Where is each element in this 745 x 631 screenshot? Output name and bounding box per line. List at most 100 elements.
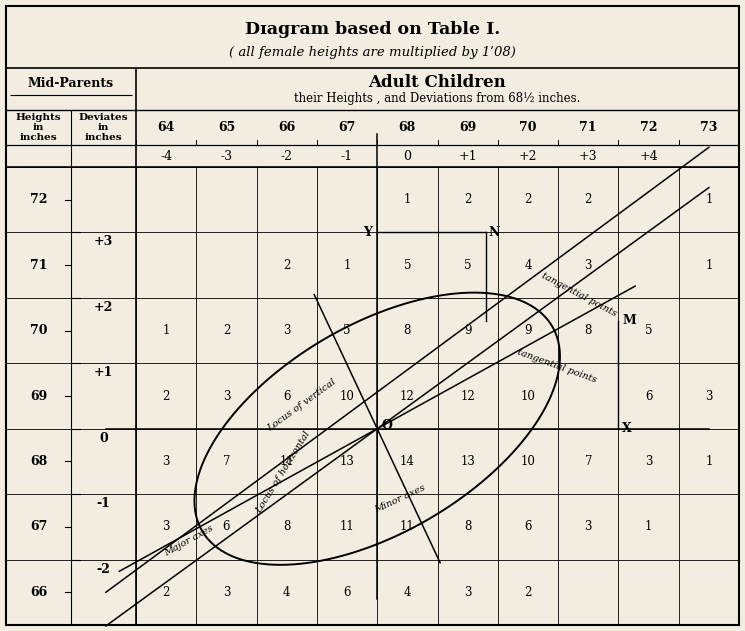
- Text: Locus of horizontal: Locus of horizontal: [254, 430, 311, 515]
- Text: 4: 4: [404, 586, 411, 599]
- Text: 12: 12: [400, 389, 415, 403]
- Text: Y: Y: [364, 226, 372, 239]
- Text: 9: 9: [464, 324, 472, 337]
- Text: tangential points: tangential points: [540, 271, 618, 318]
- Text: -1: -1: [97, 497, 110, 510]
- Text: +2: +2: [94, 301, 113, 314]
- Text: N: N: [489, 226, 500, 239]
- Text: 2: 2: [585, 193, 592, 206]
- Text: their Heights , and Deviations from 68½ inches.: their Heights , and Deviations from 68½ …: [294, 91, 580, 105]
- Text: 8: 8: [464, 521, 472, 533]
- Text: 13: 13: [340, 455, 355, 468]
- Text: 3: 3: [162, 455, 170, 468]
- Text: 71: 71: [580, 121, 597, 134]
- Text: 3: 3: [162, 521, 170, 533]
- Text: +3: +3: [94, 235, 113, 249]
- Text: -3: -3: [221, 150, 232, 163]
- Text: 1: 1: [706, 259, 712, 271]
- Text: 6: 6: [283, 389, 291, 403]
- Text: 72: 72: [640, 121, 657, 134]
- Text: 5: 5: [404, 259, 411, 271]
- Text: Adult Children: Adult Children: [369, 74, 507, 91]
- Text: 67: 67: [30, 521, 47, 533]
- Text: 0: 0: [99, 432, 108, 445]
- Text: 11: 11: [279, 455, 294, 468]
- Text: 2: 2: [162, 389, 170, 403]
- Text: 70: 70: [519, 121, 536, 134]
- Text: X: X: [622, 422, 633, 435]
- Text: 6: 6: [524, 521, 532, 533]
- Text: 64: 64: [157, 121, 175, 134]
- Text: 3: 3: [705, 389, 713, 403]
- Text: -2: -2: [281, 150, 293, 163]
- Text: 72: 72: [30, 193, 47, 206]
- Text: 8: 8: [585, 324, 592, 337]
- Text: 2: 2: [223, 324, 230, 337]
- Text: 71: 71: [30, 259, 47, 271]
- Text: 6: 6: [223, 521, 230, 533]
- Text: 68: 68: [30, 455, 47, 468]
- Text: 1: 1: [645, 521, 652, 533]
- Text: 9: 9: [524, 324, 532, 337]
- Text: Dɪagram based on Table I.: Dɪagram based on Table I.: [245, 21, 500, 38]
- Text: 4: 4: [283, 586, 291, 599]
- Text: 2: 2: [283, 259, 291, 271]
- Text: 10: 10: [340, 389, 355, 403]
- Text: 3: 3: [585, 521, 592, 533]
- Text: +1: +1: [458, 150, 477, 163]
- Text: 66: 66: [278, 121, 295, 134]
- Text: -1: -1: [341, 150, 353, 163]
- Text: Deviates
in
inches: Deviates in inches: [79, 112, 128, 143]
- Text: Locus of vertical: Locus of vertical: [266, 377, 338, 433]
- Text: O: O: [381, 419, 392, 432]
- Text: 3: 3: [585, 259, 592, 271]
- Text: 68: 68: [399, 121, 416, 134]
- Text: 10: 10: [521, 389, 536, 403]
- Text: 6: 6: [645, 389, 653, 403]
- Text: 2: 2: [524, 586, 532, 599]
- Text: 70: 70: [30, 324, 47, 337]
- Text: tangential points: tangential points: [516, 348, 597, 385]
- Text: 2: 2: [524, 193, 532, 206]
- Text: Minor axes: Minor axes: [373, 483, 427, 514]
- Text: 13: 13: [460, 455, 475, 468]
- Text: 67: 67: [338, 121, 355, 134]
- Text: 10: 10: [521, 455, 536, 468]
- Text: Major axes: Major axes: [163, 524, 215, 558]
- Text: Heights
in
inches: Heights in inches: [16, 112, 61, 143]
- Text: 7: 7: [223, 455, 230, 468]
- Text: 2: 2: [162, 586, 170, 599]
- Text: 3: 3: [645, 455, 653, 468]
- Text: 8: 8: [404, 324, 411, 337]
- Text: 69: 69: [30, 389, 47, 403]
- Text: Mid-Parents: Mid-Parents: [28, 78, 114, 90]
- Text: 7: 7: [585, 455, 592, 468]
- Text: 12: 12: [460, 389, 475, 403]
- Text: 1: 1: [162, 324, 170, 337]
- Text: +3: +3: [579, 150, 597, 163]
- Text: ( all female heights are multiplied by 1ʹ08): ( all female heights are multiplied by 1…: [229, 46, 516, 59]
- Text: 3: 3: [283, 324, 291, 337]
- Text: 6: 6: [343, 586, 351, 599]
- Text: 3: 3: [223, 389, 230, 403]
- Text: 11: 11: [340, 521, 355, 533]
- Text: -4: -4: [160, 150, 172, 163]
- Text: 4: 4: [524, 259, 532, 271]
- Text: 5: 5: [343, 324, 351, 337]
- Text: 5: 5: [464, 259, 472, 271]
- Text: 8: 8: [283, 521, 291, 533]
- Text: 3: 3: [464, 586, 472, 599]
- Text: 2: 2: [464, 193, 472, 206]
- Text: 65: 65: [218, 121, 235, 134]
- Text: 5: 5: [645, 324, 653, 337]
- Text: 11: 11: [400, 521, 415, 533]
- Text: 1: 1: [706, 193, 712, 206]
- Text: 66: 66: [30, 586, 47, 599]
- Text: 14: 14: [400, 455, 415, 468]
- Text: 1: 1: [404, 193, 411, 206]
- Text: 1: 1: [343, 259, 351, 271]
- Text: 69: 69: [459, 121, 476, 134]
- Text: 0: 0: [403, 150, 411, 163]
- Text: -2: -2: [97, 563, 110, 575]
- Text: +4: +4: [639, 150, 658, 163]
